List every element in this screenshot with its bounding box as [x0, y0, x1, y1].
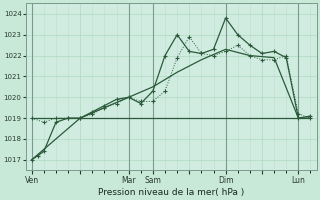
- X-axis label: Pression niveau de la mer( hPa ): Pression niveau de la mer( hPa ): [98, 188, 244, 197]
